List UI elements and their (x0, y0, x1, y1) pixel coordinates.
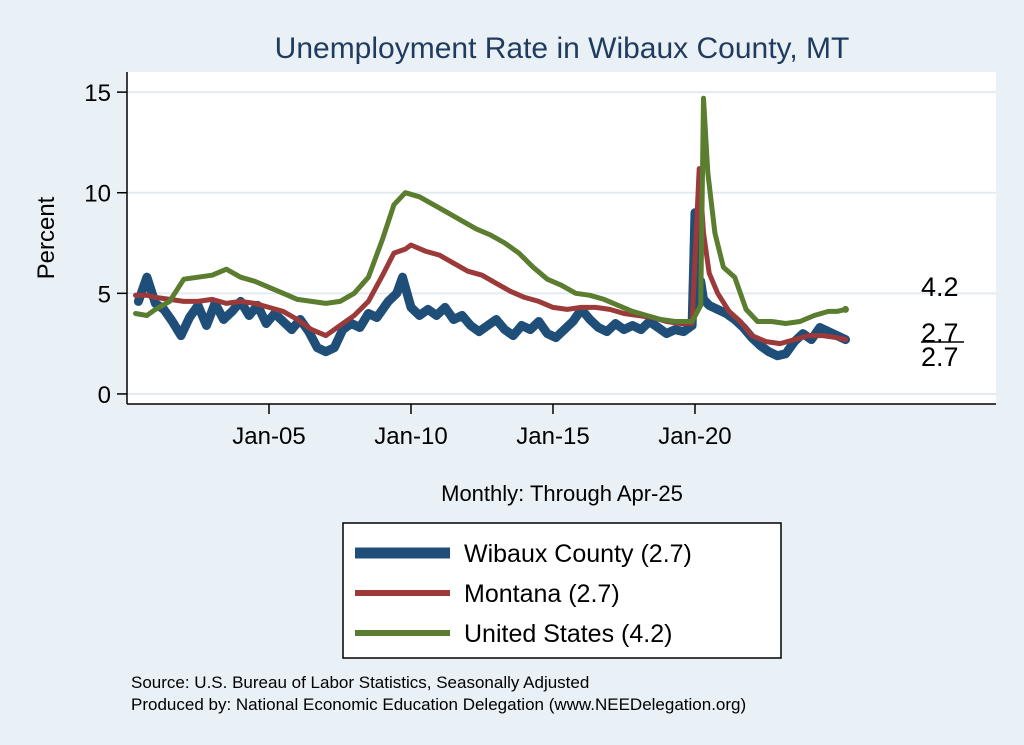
y-axis-title: Percent (33, 196, 60, 279)
y-tick-label: 10 (84, 181, 111, 208)
gridlines (127, 91, 996, 395)
y-tick-label: 5 (98, 281, 111, 308)
legend-label-us: United States (4.2) (464, 620, 672, 648)
x-tick-label: Jan-10 (374, 423, 447, 450)
series-line-montana (133, 166, 848, 347)
y-tick-label: 0 (98, 382, 111, 409)
legend: Wibaux County (2.7) Montana (2.7) United… (342, 522, 782, 659)
series-end-marker-us (841, 305, 849, 313)
y-tick-label: 15 (84, 80, 111, 107)
end-labels: 2.72.7 4.2 (921, 272, 964, 372)
end-label-montana: 2.7 (921, 318, 959, 348)
axes: 0 5 10 15 Jan-05 Jan-10 Jan-15 Jan-20 (84, 72, 996, 450)
chart-title: Unemployment Rate in Wibaux County, MT (275, 32, 850, 65)
x-tick-label: Jan-15 (516, 423, 589, 450)
legend-label-wibaux: Wibaux County (2.7) (464, 540, 692, 568)
x-axis-title: Monthly: Through Apr-25 (441, 481, 683, 506)
producer-note: Produced by: National Economic Education… (131, 695, 746, 714)
plot-area (127, 72, 996, 404)
series-line-wibaux (133, 208, 850, 361)
end-label-us: 4.2 (921, 272, 959, 302)
x-tick-label: Jan-20 (658, 423, 731, 450)
series-lines (133, 95, 850, 361)
legend-label-montana: Montana (2.7) (464, 580, 620, 608)
series-line-us (133, 95, 848, 326)
end-label-wibaux: 2.7 (921, 342, 959, 372)
source-note: Source: U.S. Bureau of Labor Statistics,… (131, 673, 589, 692)
x-tick-label: Jan-05 (232, 423, 305, 450)
